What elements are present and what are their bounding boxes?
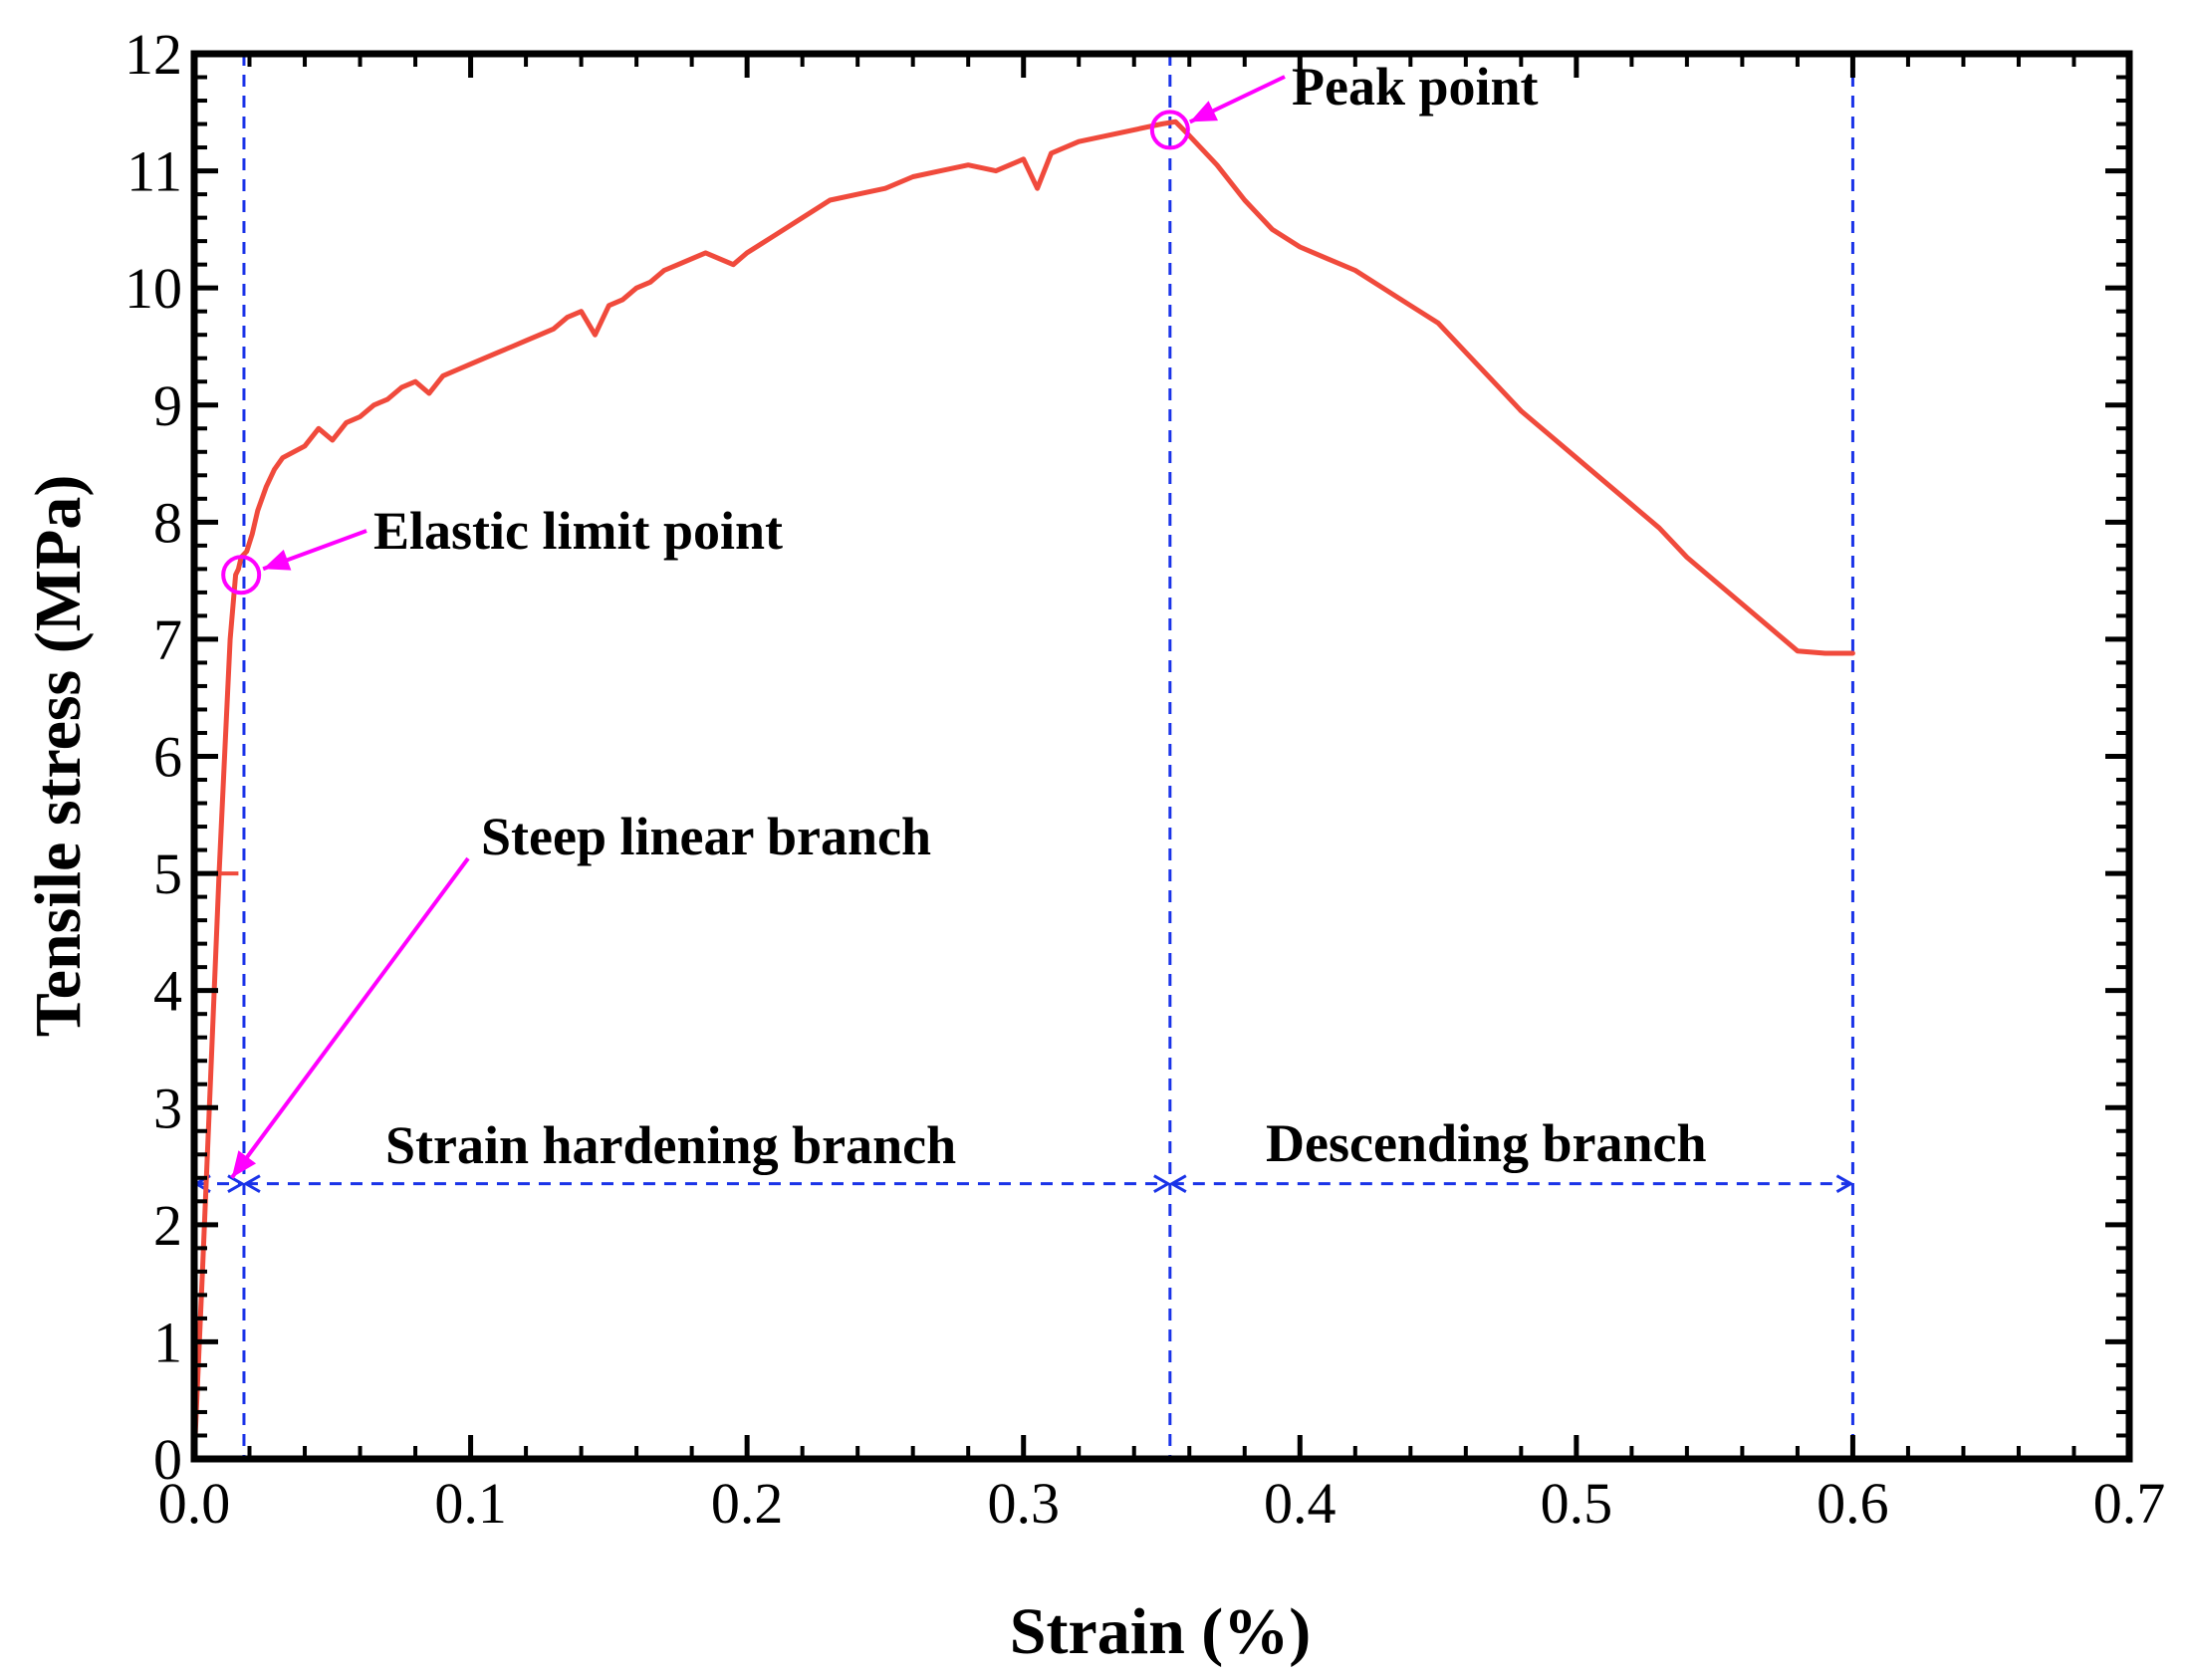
elastic-arrow-head (263, 549, 292, 571)
y-tick-label: 11 (126, 139, 182, 204)
y-tick-label: 1 (153, 1310, 182, 1374)
y-tick-label: 10 (124, 256, 182, 321)
steep-arrow-head (231, 1150, 257, 1178)
axis-ticks (191, 51, 2132, 1462)
series-line (191, 119, 1855, 1462)
x-axis-title: Strain (%) (1010, 1595, 1311, 1668)
y-tick-label: 5 (153, 841, 182, 906)
annotation-elastic-limit-point: Elastic limit point (373, 501, 783, 561)
y-tick-label: 7 (153, 607, 182, 672)
x-tick-label: 0.4 (1264, 1471, 1336, 1536)
elastic-limit-marker (221, 555, 262, 596)
range-arrowhead-left (242, 1174, 261, 1193)
range-arrowhead-right (1835, 1174, 1854, 1193)
y-axis-title: Tensile stress (MPa) (22, 475, 95, 1038)
branch-range-arrows (192, 1174, 1854, 1193)
x-tick-label: 0.2 (711, 1471, 784, 1536)
x-tick-label: 0.3 (987, 1471, 1060, 1536)
y-tick-label: 9 (153, 373, 182, 438)
annotation-peak-point: Peak point (1292, 57, 1539, 117)
range-arrowhead-left (1168, 1174, 1187, 1193)
x-tick-label: 0.6 (1817, 1471, 1889, 1536)
x-tick-label: 0.7 (2093, 1471, 2166, 1536)
y-tick-label: 6 (153, 725, 182, 790)
annotation-strain-hardening-branch: Strain hardening branch (385, 1115, 956, 1175)
range-arrowhead-right (227, 1174, 245, 1193)
x-tick-label: 0.1 (434, 1471, 507, 1536)
peak-point-marker (1149, 110, 1190, 150)
y-tick-label: 2 (153, 1193, 182, 1258)
series-layer (191, 119, 1855, 1462)
plot-frame (190, 50, 2133, 1463)
x-tick-label: 0.5 (1541, 1471, 1613, 1536)
y-tick-label: 3 (153, 1076, 182, 1140)
annotation-steep-linear-branch: Steep linear branch (481, 807, 931, 866)
y-tick-label: 8 (153, 490, 182, 555)
peak-arrow-head (1189, 101, 1219, 122)
annotation-markers (221, 75, 1286, 1179)
range-arrowhead-right (1153, 1174, 1171, 1193)
phase-boundaries (242, 54, 1854, 1459)
y-tick-label: 4 (153, 959, 182, 1024)
annotation-descending-branch: Descending branch (1266, 1113, 1707, 1173)
y-tick-label: 0 (153, 1427, 182, 1492)
steep-arrow-shaft (230, 856, 470, 1179)
y-tick-label: 12 (124, 22, 182, 87)
x-tick-label: 0.0 (158, 1471, 231, 1536)
